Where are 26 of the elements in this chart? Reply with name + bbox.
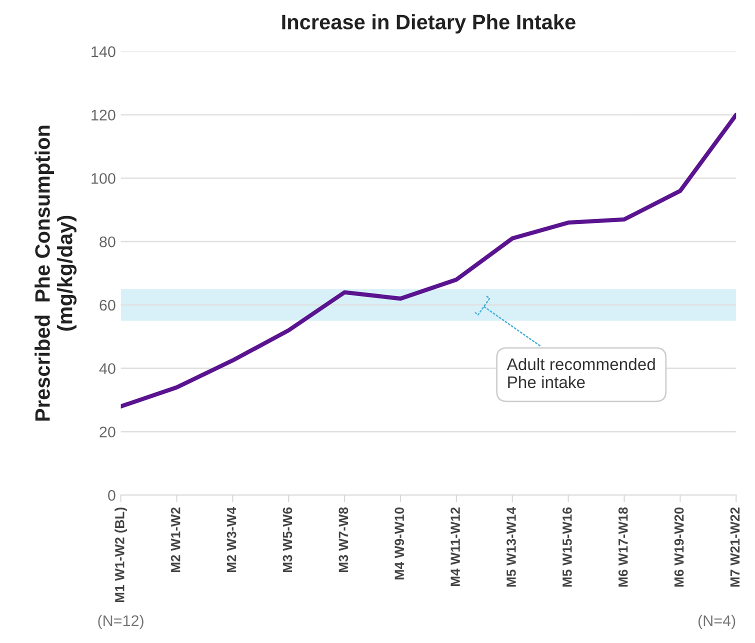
- y-tick-label: 40: [99, 363, 116, 374]
- x-tick-label: M3 W5-W6: [282, 507, 292, 572]
- band-label: Adult recommended Phe intake: [506, 358, 655, 388]
- x-tick-label: M6 W19-W20: [674, 507, 684, 587]
- x-tick-label: M2 W3-W4: [226, 506, 236, 572]
- x-tick-label: M2 W1-W2: [170, 507, 180, 572]
- text: (N=4): [698, 614, 736, 630]
- y-tick-label: 0: [108, 490, 116, 501]
- y-tick-label: 80: [100, 236, 116, 248]
- x-tick-label: M3 W7-W8: [338, 507, 348, 572]
- x-tick-label: M5 W15-W16: [562, 507, 572, 587]
- x-tick-label: M7 W21-W22: [730, 507, 740, 587]
- y-tick-label: 20: [100, 426, 116, 438]
- y-axis-title: Prescribed Phe Consumption (mg/kg/day): [34, 126, 77, 421]
- line-series: [120, 112, 736, 408]
- x-tick-label: M4 W9-W10: [394, 507, 404, 580]
- y-tick-label: 60: [100, 300, 116, 311]
- x-tick-label: M4 W11-W12: [450, 507, 460, 586]
- chart-title: Increase in Dietary Phe Intake: [282, 14, 576, 34]
- x-tick-label: M1 W1-W2 (BL): [114, 508, 127, 602]
- y-tick-label: 120: [92, 110, 116, 121]
- x-tick-label: M5 W13-W14: [506, 506, 516, 587]
- x-tick-label: M6 W17-W18: [618, 507, 628, 587]
- y-tick-label: 140: [92, 46, 116, 58]
- text: (N=12): [98, 614, 144, 630]
- y-tick-label: 100: [92, 173, 116, 184]
